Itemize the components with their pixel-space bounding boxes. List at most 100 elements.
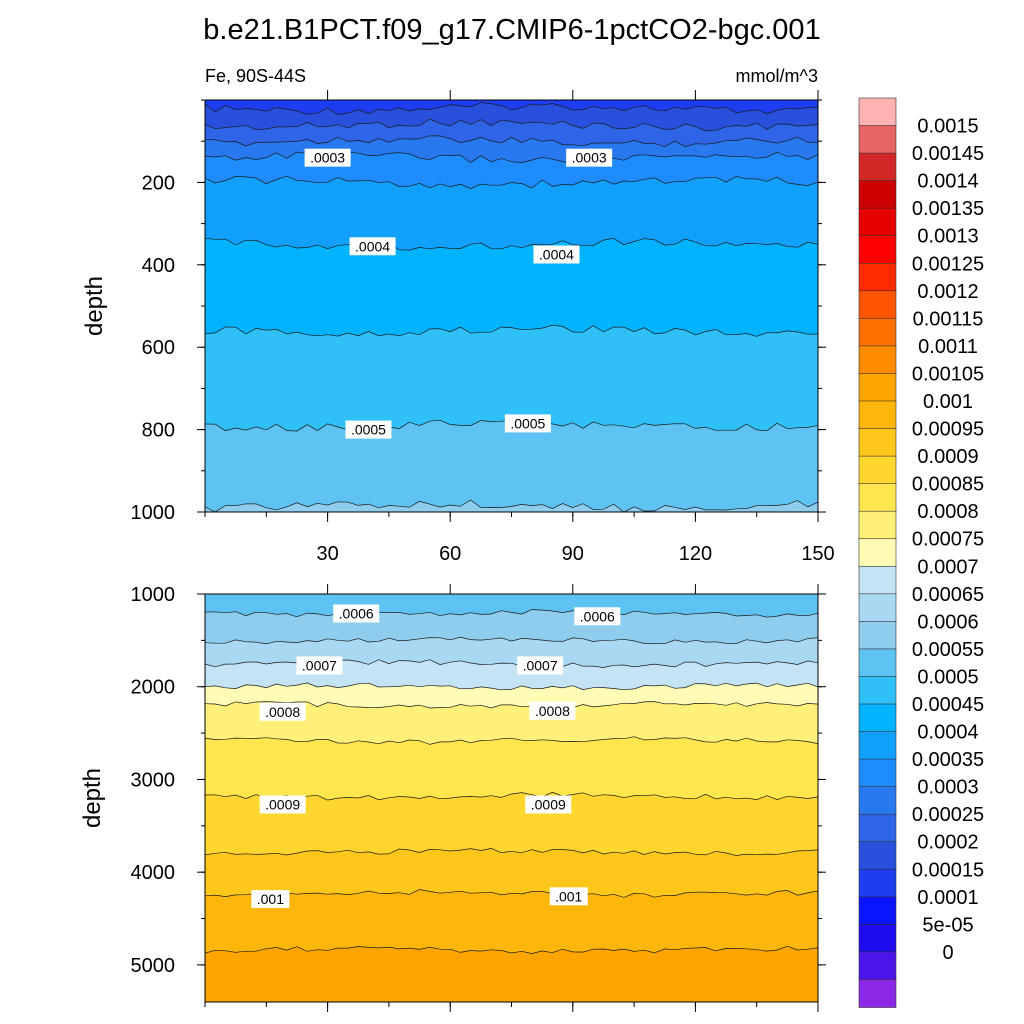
upper-contour-line — [205, 237, 818, 251]
svg-text:.001: .001 — [555, 888, 582, 904]
lower-contour-band — [205, 848, 818, 898]
right-string: mmol/m^3 — [736, 66, 818, 86]
lower-contour-line — [205, 889, 818, 898]
svg-text:.0007: .0007 — [523, 657, 558, 673]
svg-text:.0009: .0009 — [531, 796, 566, 812]
colorbar-label: 0.0006 — [917, 611, 978, 633]
upper-xtick-label: 90 — [562, 543, 584, 565]
colorbar-label: 0.00065 — [912, 584, 984, 606]
lower-contour-band — [205, 682, 818, 709]
upper-xtick-label: 120 — [679, 543, 712, 565]
svg-text:.0005: .0005 — [351, 422, 386, 438]
colorbar-label: 0.0011 — [918, 336, 978, 358]
lower-contour-label: .001 — [251, 890, 290, 909]
lower-contour-label: .0008 — [529, 701, 576, 720]
svg-text:.0005: .0005 — [510, 415, 545, 431]
lower-contour-label: .0009 — [259, 795, 306, 814]
colorbar-swatch — [858, 979, 897, 1008]
svg-text:.0003: .0003 — [310, 150, 345, 166]
colorbar-label: 0.00115 — [913, 308, 984, 330]
colorbar-swatch — [858, 703, 897, 733]
left-string: Fe, 90S-44S — [205, 66, 306, 86]
lower-ytick-label: 3000 — [131, 769, 176, 791]
upper-contour-band — [205, 119, 818, 147]
upper-ytick-label: 400 — [142, 255, 175, 277]
colorbar-label: 5e-05 — [922, 914, 973, 936]
lower-contour-label: .0009 — [525, 795, 572, 814]
colorbar-swatch — [858, 483, 897, 512]
colorbar-label: 0.0009 — [917, 446, 978, 468]
lower-ytick-label: 4000 — [131, 862, 176, 884]
colorbar-swatch — [858, 538, 897, 568]
lower-axis-ticks: 1000 2000 3000 4000 5000 — [131, 584, 826, 1012]
colorbar-label: 0.0013 — [917, 226, 978, 248]
colorbar-swatch — [858, 428, 897, 457]
lower-contour-band — [205, 736, 818, 801]
lower-contour-label: .0007 — [296, 656, 343, 675]
colorbar-swatch — [858, 951, 897, 981]
colorbar-swatch — [858, 152, 897, 182]
upper-filled-contours — [205, 100, 818, 512]
lower-contour-band — [205, 889, 818, 954]
colorbar-swatch — [858, 510, 897, 540]
upper-ylabel: depth — [81, 276, 108, 336]
lower-ytick-label: 1000 — [131, 584, 176, 606]
upper-xtick-label: 60 — [439, 543, 461, 565]
colorbar-swatch — [858, 786, 897, 815]
upper-contour-band — [205, 500, 818, 512]
colorbar-swatch — [858, 125, 897, 154]
colorbar: 0.0015 0.00145 0.0014 0.00135 0.0013 0.00125 0… — [858, 97, 984, 1008]
lower-contour-band — [205, 946, 818, 1002]
lower-contour-line — [205, 609, 818, 618]
upper-contour-line — [205, 324, 818, 337]
colorbar-label: 0.0014 — [917, 171, 978, 193]
colorbar-swatch — [858, 262, 897, 292]
colorbar-label: 0.00135 — [912, 198, 984, 220]
colorbar-swatch — [858, 290, 897, 320]
colorbar-label: 0.0008 — [917, 501, 978, 523]
colorbar-label: 0.00095 — [912, 419, 984, 441]
upper-contour-line — [205, 499, 818, 512]
colorbar-label: 0.0007 — [917, 556, 978, 578]
upper-contour-line — [205, 135, 818, 148]
upper-ytick-label: 600 — [142, 337, 175, 359]
svg-text:.001: .001 — [257, 891, 284, 907]
chart-title: b.e21.B1PCT.f09_g17.CMIP6-1pctCO2-bgc.00… — [203, 14, 820, 46]
colorbar-swatch — [858, 731, 897, 760]
lower-contour-band — [205, 792, 818, 856]
colorbar-label: 0 — [942, 942, 953, 964]
colorbar-label: 0.001 — [923, 391, 973, 413]
lower-contour-band — [205, 659, 818, 690]
colorbar-swatch — [858, 318, 897, 347]
upper-contour-band — [205, 135, 818, 164]
upper-axis-ticks: 200 400 600 800 1000 30 60 90 120 150 — [131, 90, 835, 565]
colorbar-label: 0.0005 — [917, 666, 978, 688]
colorbar-swatch — [858, 235, 897, 265]
svg-text:.0006: .0006 — [580, 608, 615, 624]
svg-text:.0007: .0007 — [302, 657, 337, 673]
colorbar-swatch — [858, 180, 897, 209]
upper-ytick-label: 1000 — [131, 502, 176, 524]
upper-contour-band — [205, 325, 818, 432]
colorbar-label: 0.00045 — [912, 694, 984, 716]
lower-contour-line — [205, 791, 818, 801]
upper-contour-label: .0004 — [349, 237, 396, 256]
colorbar-swatch — [858, 400, 897, 430]
upper-contour-label: .0003 — [304, 148, 351, 167]
lower-ytick-label: 5000 — [131, 955, 176, 977]
colorbar-swatch — [858, 593, 897, 623]
colorbar-swatch — [858, 648, 897, 678]
svg-text:.0004: .0004 — [355, 238, 390, 254]
colorbar-label: 0.00015 — [912, 859, 984, 881]
lower-contour-line — [205, 636, 818, 645]
lower-contour-label: .001 — [549, 887, 588, 906]
upper-contour-label: .0005 — [345, 420, 392, 439]
colorbar-swatch — [858, 841, 897, 871]
upper-ytick-label: 200 — [142, 172, 175, 194]
lower-contour-line — [205, 736, 818, 745]
colorbar-label: 0.00025 — [912, 804, 984, 826]
svg-text:.0003: .0003 — [572, 150, 607, 166]
svg-text:.0009: .0009 — [265, 796, 300, 812]
colorbar-label: 0.00055 — [912, 639, 984, 661]
